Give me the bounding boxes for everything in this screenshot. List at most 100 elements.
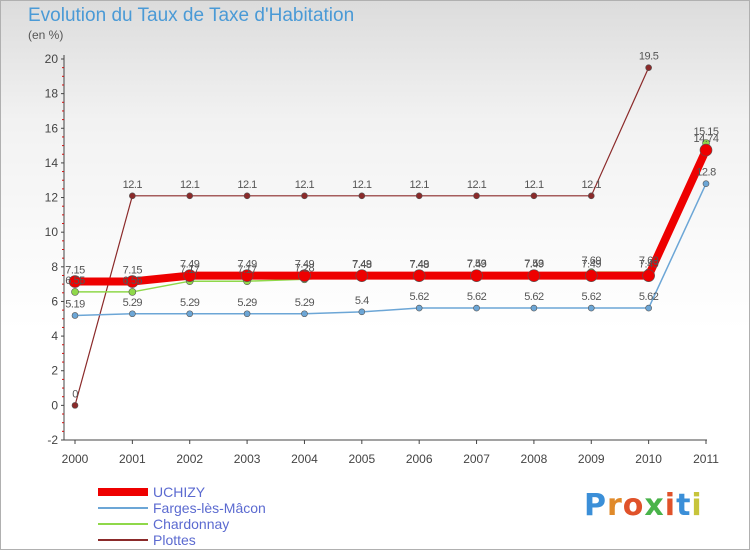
- data-label-uchizy: 7.15: [65, 265, 85, 277]
- legend-swatch-plottes: [98, 539, 148, 541]
- data-label-chardonnay: 15.15: [693, 126, 718, 138]
- data-point-farges-l-s-m-con: [587, 304, 595, 312]
- data-point-plottes: [587, 192, 595, 200]
- data-point-uchizy: [699, 143, 713, 157]
- legend-label-chardonnay: Chardonnay: [153, 516, 230, 532]
- data-label-plottes: 0: [72, 388, 78, 400]
- legend-swatch-farges-l-s-m-con: [98, 507, 148, 509]
- data-point-uchizy: [240, 269, 254, 282]
- data-label-uchizy: 7.49: [352, 259, 372, 271]
- logo-letter: x: [644, 488, 665, 523]
- y-tick-label: 16: [45, 121, 59, 135]
- y-tick-label: 0: [51, 398, 58, 412]
- data-label-uchizy: 14.74: [693, 133, 718, 145]
- x-tick-label: 2003: [234, 452, 261, 466]
- data-label-uchizy: 7.49: [582, 259, 602, 271]
- data-label-uchizy: 7.49: [639, 259, 659, 271]
- legend-label-farges-l-s-m-con: Farges-lès-Mâcon: [153, 500, 266, 516]
- x-tick-label: 2005: [348, 452, 375, 466]
- data-label-chardonnay: 7.48: [409, 259, 429, 271]
- data-label-chardonnay: 7.53: [524, 258, 544, 270]
- data-label-chardonnay: 7.69: [582, 255, 602, 267]
- logo-letter: i: [664, 488, 677, 523]
- data-label-uchizy: 7.49: [180, 259, 200, 271]
- data-point-uchizy: [584, 269, 598, 282]
- y-tick-label: 20: [45, 52, 59, 66]
- series-line-farges-l-s-m-con: [74, 183, 707, 317]
- data-label-farges-l-s-m-con: 5.62: [582, 291, 602, 303]
- logo-letter: i: [691, 488, 703, 523]
- data-point-chardonnay: [71, 288, 79, 296]
- x-tick-label: 2009: [578, 452, 605, 466]
- legend-label-uchizy: UCHIZY: [153, 484, 206, 500]
- x-tick-label: 2011: [693, 452, 719, 466]
- x-tick-label: 2002: [176, 452, 203, 466]
- data-point-plottes: [301, 192, 308, 200]
- data-label-farges-l-s-m-con: 5.29: [237, 297, 257, 309]
- data-point-plottes: [530, 192, 538, 200]
- x-tick-label: 2001: [119, 452, 146, 466]
- data-point-plottes: [473, 192, 480, 200]
- data-point-farges-l-s-m-con: [186, 310, 194, 318]
- data-label-farges-l-s-m-con: 5.29: [180, 297, 200, 309]
- data-point-uchizy: [470, 269, 483, 282]
- series-line-uchizy: [75, 148, 710, 286]
- x-tick-label: 2000: [62, 452, 89, 466]
- data-point-farges-l-s-m-con: [645, 304, 652, 312]
- legend-label-plottes: Plottes: [153, 532, 196, 548]
- data-label-chardonnay: 6.55: [65, 275, 85, 287]
- data-label-uchizy: 7.49: [237, 259, 257, 271]
- data-label-uchizy: 7.49: [409, 259, 429, 271]
- x-tick-label: 2004: [291, 452, 318, 466]
- data-label-uchizy: 7.49: [295, 259, 315, 271]
- y-tick-label: 18: [45, 87, 59, 101]
- data-label-plottes: 12.1: [180, 179, 200, 191]
- data-label-farges-l-s-m-con: 5.29: [123, 297, 143, 309]
- data-point-plottes: [358, 192, 366, 200]
- data-label-farges-l-s-m-con: 5.62: [409, 291, 429, 303]
- data-label-plottes: 12.1: [467, 179, 487, 191]
- data-point-uchizy: [298, 269, 311, 282]
- data-label-plottes: 12.1: [582, 179, 602, 191]
- data-point-farges-l-s-m-con: [71, 312, 79, 319]
- data-point-farges-l-s-m-con: [129, 310, 136, 318]
- y-tick-label: 14: [45, 156, 59, 170]
- y-tick-label: -2: [47, 433, 58, 447]
- logo-letter: r: [607, 488, 623, 523]
- y-tick-label: 10: [45, 225, 59, 239]
- legend-swatch-uchizy: [98, 488, 148, 496]
- x-tick-label: 2008: [521, 452, 548, 466]
- y-tick-label: 12: [45, 191, 59, 205]
- series-line-plottes: [74, 67, 650, 406]
- logo-letter: P: [584, 488, 607, 523]
- data-label-chardonnay: 6.55: [123, 275, 143, 287]
- data-label-plottes: 12.1: [409, 179, 429, 191]
- data-label-uchizy: 7.49: [467, 259, 487, 271]
- x-tick-label: 2006: [406, 452, 433, 466]
- data-point-farges-l-s-m-con: [301, 310, 308, 318]
- data-point-plottes: [71, 402, 79, 409]
- data-label-farges-l-s-m-con: 5.62: [639, 291, 659, 303]
- data-label-plottes: 12.1: [352, 179, 372, 191]
- y-tick-label: 2: [51, 364, 58, 378]
- y-tick-label: 6: [51, 294, 58, 308]
- data-point-uchizy: [126, 275, 139, 288]
- data-label-chardonnay: 7.17: [180, 264, 200, 276]
- y-tick-label: 4: [51, 329, 58, 343]
- data-label-farges-l-s-m-con: 5.19: [65, 298, 85, 310]
- data-point-plottes: [415, 192, 423, 200]
- data-label-plottes: 12.1: [295, 179, 315, 191]
- data-point-chardonnay: [128, 288, 137, 296]
- data-point-plottes: [645, 64, 652, 71]
- data-label-farges-l-s-m-con: 5.29: [295, 297, 315, 309]
- data-point-farges-l-s-m-con: [243, 310, 251, 318]
- logo-letter: o: [622, 488, 645, 523]
- y-tick-label: 8: [51, 260, 58, 274]
- data-label-farges-l-s-m-con: 5.62: [467, 291, 487, 303]
- data-point-farges-l-s-m-con: [473, 304, 480, 312]
- data-label-plottes: 19.5: [639, 51, 659, 63]
- data-label-chardonnay: 7.28: [295, 262, 315, 274]
- x-tick-label: 2007: [463, 452, 490, 466]
- data-point-plottes: [129, 192, 136, 200]
- logo-letter: t: [676, 488, 692, 523]
